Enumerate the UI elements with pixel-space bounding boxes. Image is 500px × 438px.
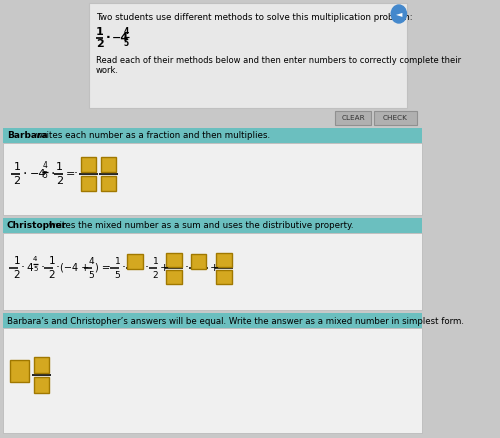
Bar: [2, 328, 422, 433]
Text: 1: 1: [96, 27, 104, 37]
Text: −4: −4: [112, 33, 130, 43]
Text: 1: 1: [56, 162, 63, 172]
Text: ·: ·: [107, 261, 111, 275]
Text: ·: ·: [185, 261, 189, 275]
Text: +: +: [210, 263, 219, 273]
Bar: [2, 218, 422, 233]
Text: =: =: [66, 169, 74, 179]
Text: CHECK: CHECK: [383, 115, 408, 121]
Bar: [216, 253, 232, 267]
Text: 4: 4: [88, 257, 94, 265]
Bar: [374, 111, 416, 125]
Text: ·: ·: [55, 261, 59, 275]
Bar: [101, 157, 116, 172]
Bar: [34, 377, 49, 393]
Text: work.: work.: [96, 66, 119, 75]
Text: 4: 4: [42, 162, 48, 170]
Text: 1: 1: [48, 256, 55, 266]
Text: +: +: [160, 263, 169, 273]
Circle shape: [391, 5, 406, 23]
Bar: [10, 360, 29, 382]
Text: Two students use different methods to solve this multiplication problem:: Two students use different methods to so…: [96, 13, 412, 22]
Text: ·: ·: [122, 261, 126, 275]
Text: ·: ·: [40, 261, 44, 275]
Bar: [2, 143, 422, 215]
Bar: [101, 176, 116, 191]
Bar: [335, 111, 371, 125]
Text: Barbara’s and Christopher’s answers will be equal. Write the answer as a mixed n: Barbara’s and Christopher’s answers will…: [7, 317, 464, 325]
Text: ·: ·: [50, 167, 54, 181]
Text: 2: 2: [14, 270, 20, 280]
Text: Read each of their methods below and then enter numbers to correctly complete th: Read each of their methods below and the…: [96, 56, 461, 65]
Text: 2: 2: [152, 271, 158, 279]
Text: 5: 5: [33, 266, 38, 272]
Text: −4: −4: [30, 169, 46, 179]
Text: (−4 +: (−4 +: [60, 263, 90, 273]
Bar: [191, 254, 206, 269]
Text: 5: 5: [124, 39, 129, 47]
Bar: [89, 3, 408, 108]
Text: 4: 4: [26, 263, 33, 273]
Text: Christopher: Christopher: [7, 222, 67, 230]
Text: 4: 4: [124, 27, 129, 35]
Text: writes the mixed number as a sum and uses the distributive property.: writes the mixed number as a sum and use…: [46, 222, 354, 230]
Text: 5: 5: [88, 271, 94, 279]
Bar: [216, 270, 232, 284]
Text: ·: ·: [23, 167, 28, 181]
Text: ·: ·: [74, 167, 78, 180]
Bar: [80, 176, 96, 191]
Text: writes each number as a fraction and then multiplies.: writes each number as a fraction and the…: [34, 131, 270, 141]
Text: 5: 5: [42, 172, 48, 180]
Bar: [2, 233, 422, 310]
Text: 4: 4: [33, 256, 38, 262]
Text: 2: 2: [14, 176, 20, 186]
Text: Barbara: Barbara: [7, 131, 48, 141]
Bar: [166, 253, 182, 267]
Text: ·: ·: [145, 261, 149, 275]
Text: 5: 5: [114, 271, 120, 279]
Text: ◄: ◄: [396, 10, 402, 18]
Text: 1: 1: [152, 257, 158, 265]
Text: 1: 1: [114, 257, 120, 265]
Text: ·: ·: [106, 32, 111, 45]
Bar: [2, 313, 422, 328]
Text: CLEAR: CLEAR: [341, 115, 365, 121]
Text: 1: 1: [14, 256, 20, 266]
Text: 2: 2: [48, 270, 55, 280]
Bar: [128, 254, 142, 269]
Bar: [166, 270, 182, 284]
Bar: [80, 157, 96, 172]
Bar: [2, 128, 422, 143]
Text: ·: ·: [20, 261, 24, 275]
Text: 2: 2: [96, 39, 104, 49]
Text: 2: 2: [56, 176, 63, 186]
Text: ) =: ) =: [95, 263, 110, 273]
Bar: [34, 357, 49, 373]
Text: 1: 1: [14, 162, 20, 172]
